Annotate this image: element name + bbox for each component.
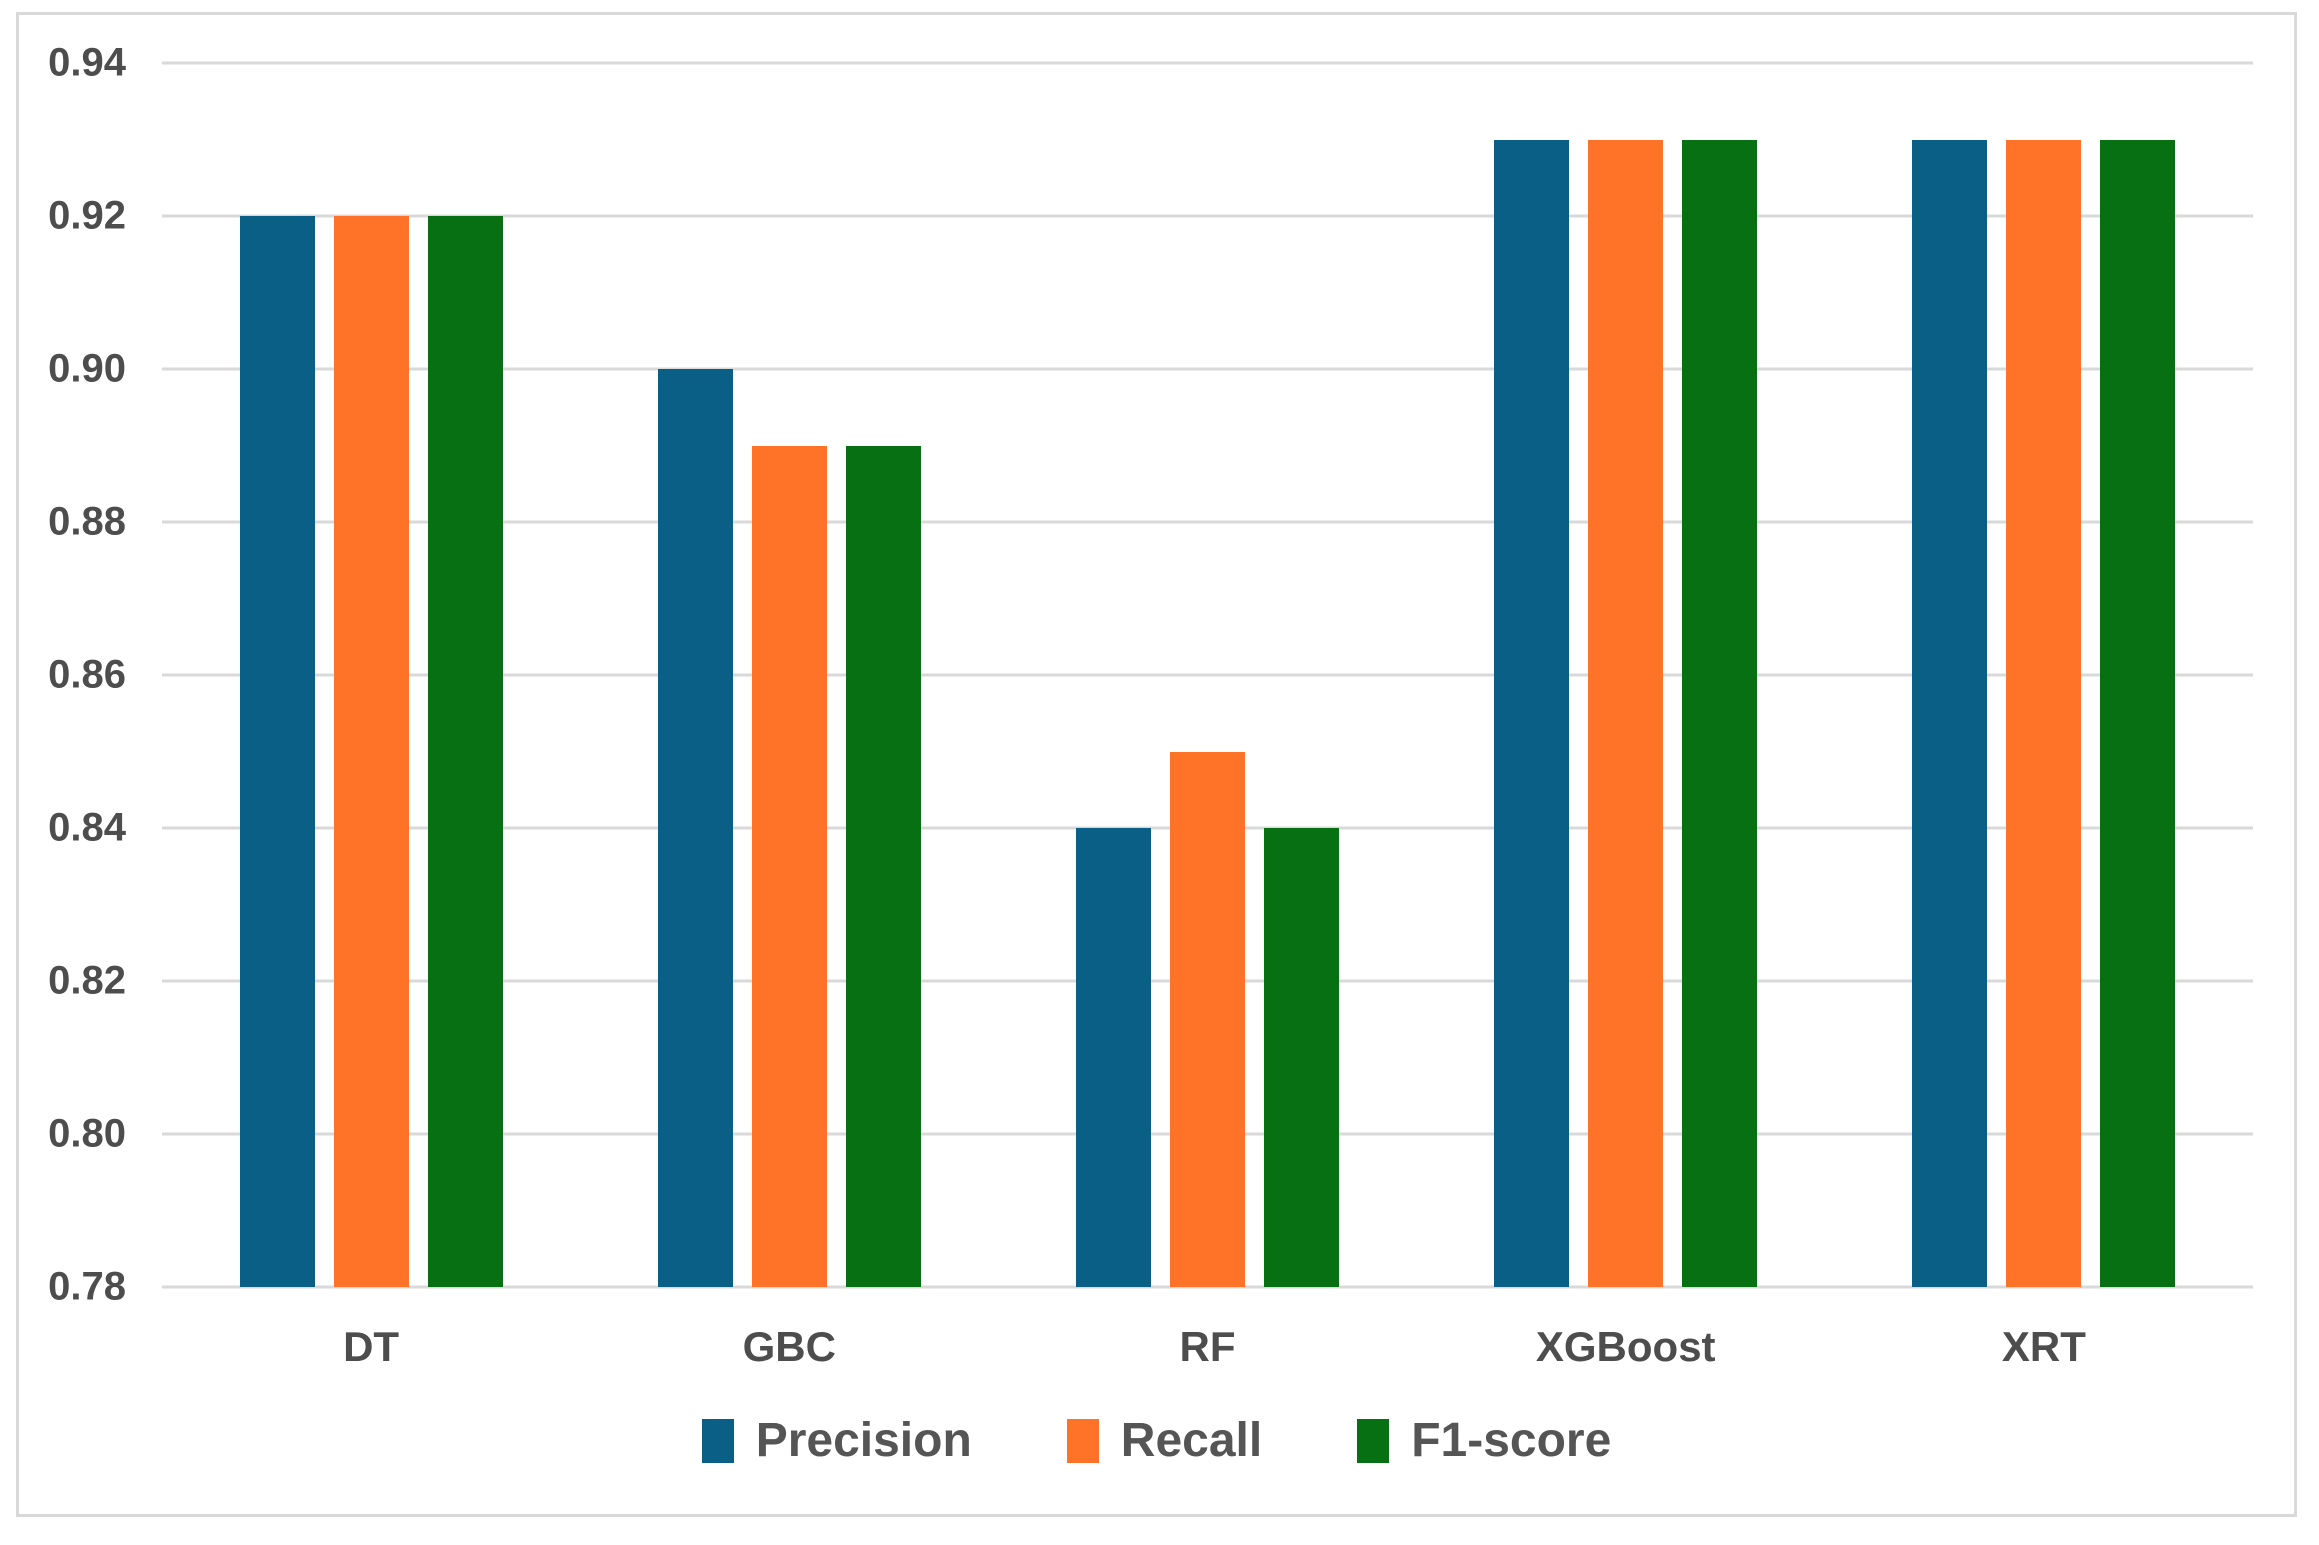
legend-label: F1-score [1411,1414,1612,1467]
legend: Precision Recall F1-score [19,1413,2294,1468]
chart-figure: 0.94 0.92 0.90 0.88 0.86 0.84 0.82 0.80 0.78 DT G… [16,12,2297,1517]
bar-precision-gbc [657,369,733,1287]
bar-group-dt [162,63,580,1287]
bar-recall-xrt [2006,139,2082,1287]
x-axis-labels: DT GBC RF XGBoost XRT [162,1323,2253,1371]
x-category-label-dt: DT [343,1323,400,1370]
y-tick-label: 0.86 [48,652,126,697]
x-category-label-gbc: GBC [742,1323,836,1370]
gridline [162,214,2253,218]
bar-group-gbc [580,63,998,1287]
bar-group-xrt [1835,63,2253,1287]
legend-label: Recall [1120,1414,1263,1467]
gridline [162,1285,2253,1289]
y-tick-label: 0.92 [48,193,126,238]
gridline [162,367,2253,371]
bar-precision-rf [1076,828,1151,1287]
y-tick-label: 0.82 [48,958,126,1003]
y-tick-label: 0.78 [48,1264,126,1309]
legend-swatch-icon [1357,1418,1390,1463]
bar-f1-score-rf [1264,828,1339,1287]
bar-groups [162,63,2253,1287]
legend-swatch-icon [701,1418,734,1463]
y-tick-label: 0.90 [48,346,126,391]
bar-group-rf [998,63,1416,1287]
y-tick-label: 0.88 [48,499,126,544]
bar-f1-score-gbc [845,445,921,1287]
bar-recall-rf [1170,751,1245,1287]
bar-f1-score-xgboost [1682,139,1758,1287]
y-tick-label: 0.94 [48,40,126,85]
legend-swatch-icon [1066,1418,1099,1463]
bar-precision-xrt [1912,139,1988,1287]
bar-precision-dt [239,216,315,1287]
x-category-label-xgboost: XGBoost [1535,1323,1716,1370]
y-tick-label: 0.80 [48,1111,126,1156]
bar-recall-dt [333,216,409,1287]
bar-group-xgboost [1417,63,1835,1287]
gridline [162,520,2253,524]
gridline [162,673,2253,677]
bar-recall-gbc [751,445,827,1287]
gridline [162,61,2253,65]
y-tick-label: 0.84 [48,805,126,850]
legend-item-precision: Precision [701,1413,972,1468]
legend-item-f1-score: F1-score [1357,1413,1611,1468]
bar-f1-score-dt [427,216,503,1287]
legend-label: Precision [755,1414,972,1467]
bar-f1-score-xrt [2100,139,2176,1287]
x-category-label-xrt: XRT [2001,1323,2086,1370]
bar-recall-xgboost [1588,139,1664,1287]
plot-area: 0.94 0.92 0.90 0.88 0.86 0.84 0.82 0.80 0.78 DT G… [48,41,2253,1370]
bar-precision-xgboost [1494,139,1570,1287]
x-category-label-rf: RF [1179,1323,1236,1370]
legend-item-recall: Recall [1066,1413,1263,1468]
